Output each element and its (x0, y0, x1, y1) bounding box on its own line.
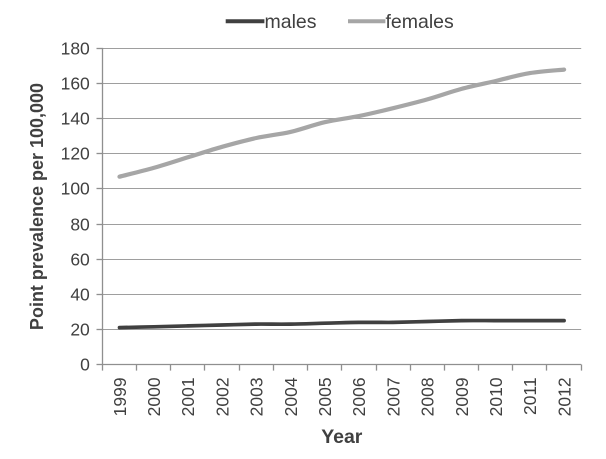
svg-text:2004: 2004 (281, 377, 301, 416)
svg-text:180: 180 (61, 39, 90, 59)
svg-text:2010: 2010 (486, 377, 506, 416)
svg-text:2007: 2007 (383, 377, 403, 416)
svg-text:2012: 2012 (554, 377, 574, 416)
svg-text:males: males (265, 11, 317, 33)
svg-text:2005: 2005 (315, 377, 335, 416)
svg-text:females: females (386, 11, 455, 33)
svg-text:Point prevalence per 100,000: Point prevalence per 100,000 (27, 83, 47, 330)
svg-text:140: 140 (61, 109, 90, 129)
svg-text:120: 120 (61, 144, 90, 164)
svg-text:40: 40 (70, 285, 90, 305)
svg-text:160: 160 (61, 74, 90, 94)
svg-text:20: 20 (70, 320, 90, 340)
svg-text:2003: 2003 (247, 377, 267, 416)
svg-text:100: 100 (61, 179, 90, 199)
svg-text:2008: 2008 (418, 377, 438, 416)
svg-text:2002: 2002 (212, 377, 232, 416)
svg-text:2000: 2000 (144, 377, 164, 416)
svg-text:80: 80 (70, 215, 90, 235)
svg-text:60: 60 (70, 250, 90, 270)
svg-text:2006: 2006 (349, 377, 369, 416)
svg-text:1999: 1999 (110, 377, 130, 416)
svg-text:0: 0 (80, 355, 90, 375)
svg-text:Year: Year (321, 426, 363, 448)
svg-text:2011: 2011 (520, 377, 540, 415)
svg-text:2001: 2001 (178, 377, 198, 416)
svg-text:2009: 2009 (452, 377, 472, 416)
